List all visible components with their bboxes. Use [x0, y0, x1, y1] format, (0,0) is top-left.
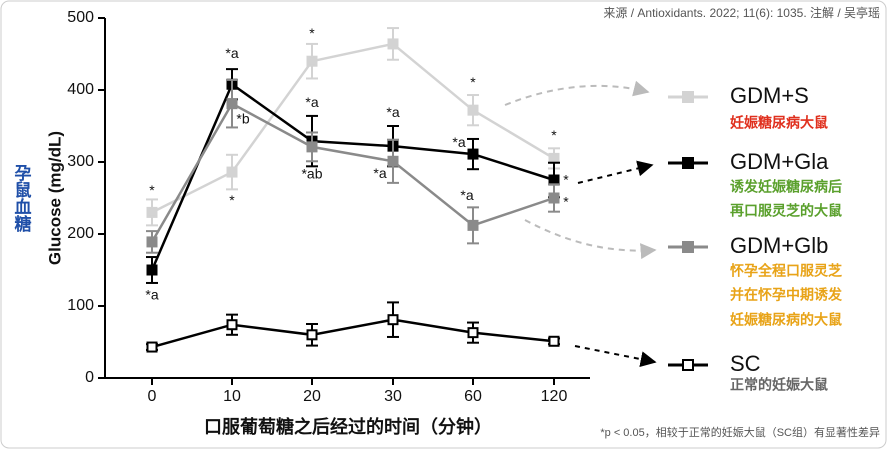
y-tick-label: 200 [67, 225, 94, 242]
y-axis-label-cn: 孕鼠血糖 [12, 164, 32, 233]
x-tick-label: 60 [464, 388, 482, 405]
point [548, 335, 560, 347]
legend-description: 正常的妊娠大鼠 [730, 377, 828, 393]
point [467, 104, 479, 116]
point [226, 319, 238, 331]
annotation: * [551, 127, 557, 143]
annotation: *a [386, 104, 399, 120]
legend-label: GDM+S [730, 83, 809, 108]
legend-marker [682, 91, 694, 103]
point [467, 219, 479, 231]
legend-description: 怀孕全程口服灵芝 [730, 263, 842, 279]
annotation: *a [460, 187, 473, 203]
point [306, 55, 318, 67]
legend-label: GDM+Gla [730, 149, 829, 174]
series-line [151, 42, 555, 214]
annotation: *ab [301, 166, 322, 182]
annotation: * [470, 74, 476, 90]
series-line [150, 102, 555, 243]
x-tick-label: 20 [303, 388, 321, 405]
point [467, 148, 479, 160]
x-tick-label: 120 [541, 388, 568, 405]
series-line [150, 82, 555, 271]
legend-marker [682, 157, 694, 169]
annotation: * [149, 182, 155, 198]
point [226, 98, 238, 110]
y-tick-label: 0 [85, 369, 94, 386]
source: 来源 / Antioxidants. 2022; 11(6): 1035. 注解… [603, 5, 880, 20]
x-axis-label: 口服葡萄糖之后经过的时间（分钟） [204, 416, 492, 437]
point [387, 155, 399, 167]
annotation: * [563, 172, 569, 188]
annotation: *a [373, 165, 386, 181]
series-line [151, 318, 555, 349]
point [146, 206, 158, 218]
annotation: *b [236, 110, 249, 126]
y-tick-label: 100 [67, 297, 94, 314]
annotation: *a [145, 287, 158, 303]
point [306, 141, 318, 153]
arrow [574, 345, 657, 368]
point [387, 38, 399, 50]
point [548, 152, 560, 164]
legend-description: 并在怀孕中期诱发 [730, 287, 843, 303]
y-tick-label: 400 [67, 81, 94, 98]
point [467, 327, 479, 339]
legend-marker [682, 241, 694, 253]
annotation: * [563, 194, 569, 210]
annotation: *a [305, 94, 318, 110]
x-tick-label: 0 [148, 388, 157, 405]
arrow [577, 160, 654, 184]
legend-label: SC [730, 351, 761, 376]
annotation: *a [225, 45, 238, 61]
point [306, 329, 318, 341]
legend-description: 妊娠糖尿病大鼠 [730, 115, 828, 131]
point [226, 166, 238, 178]
x-tick-label: 10 [223, 388, 241, 405]
legend-label: GDM+Glb [730, 233, 828, 258]
y-axis-label: Glucose (mg/dL) [45, 131, 64, 265]
point [548, 192, 560, 204]
footnote: *p < 0.05，相较于正常的妊娠大鼠（SC组）有显著性差异 [600, 425, 880, 439]
legend-description: 妊娠糖尿病的大鼠 [730, 312, 842, 328]
point [548, 174, 560, 186]
annotation: * [309, 25, 315, 41]
arrow [524, 219, 657, 260]
legend-description: 再口服灵芝的大鼠 [730, 203, 842, 219]
y-tick-label: 300 [67, 153, 94, 170]
legend-description: 诱发妊娠糖尿病后 [730, 179, 842, 195]
legend-marker [682, 359, 694, 371]
y-tick-label: 500 [67, 9, 94, 26]
point [146, 341, 158, 353]
point [387, 314, 399, 326]
annotation: *a [452, 134, 465, 150]
annotation: * [229, 192, 235, 208]
x-tick-label: 30 [384, 388, 402, 405]
point [146, 236, 158, 248]
point [146, 264, 158, 276]
